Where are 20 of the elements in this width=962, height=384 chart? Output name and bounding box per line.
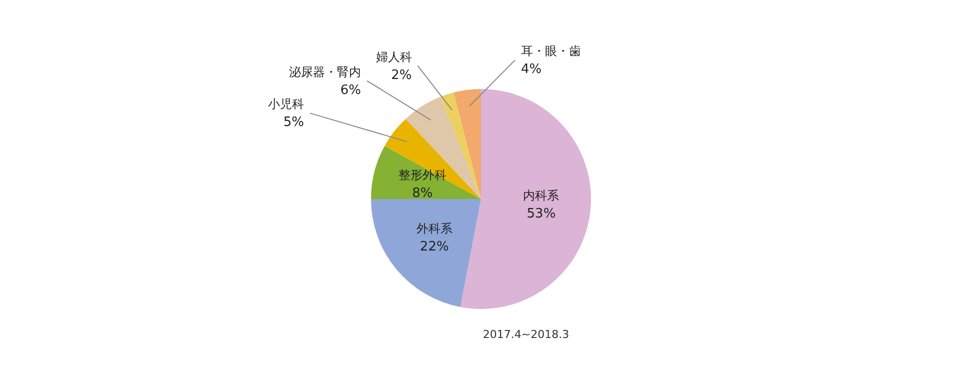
slice-label: 外科系	[416, 222, 452, 236]
data-label: 2%	[391, 68, 412, 83]
pie-slice	[371, 146, 481, 199]
text: 2017.4~2018.3	[482, 328, 570, 341]
slice-label: 泌尿器・腎内	[288, 64, 361, 79]
data-label: 22%	[420, 240, 449, 255]
data-label: 53%	[526, 206, 556, 222]
slice-label: 整形外科	[398, 168, 446, 182]
slice-label: 小児科	[268, 97, 304, 112]
data-label: 8%	[412, 186, 433, 201]
data-label: 4%	[521, 62, 542, 78]
pie-slice	[460, 89, 591, 309]
data-label: 5%	[283, 115, 304, 130]
slice-label: 耳・眼・歯	[521, 44, 581, 58]
pie-slice	[371, 199, 481, 308]
slice-label: 婦人科	[376, 50, 412, 64]
data-label: 6%	[340, 82, 361, 98]
slice-label: 内科系	[523, 188, 560, 203]
pie-slice	[454, 89, 481, 199]
pie-slice	[384, 118, 481, 199]
